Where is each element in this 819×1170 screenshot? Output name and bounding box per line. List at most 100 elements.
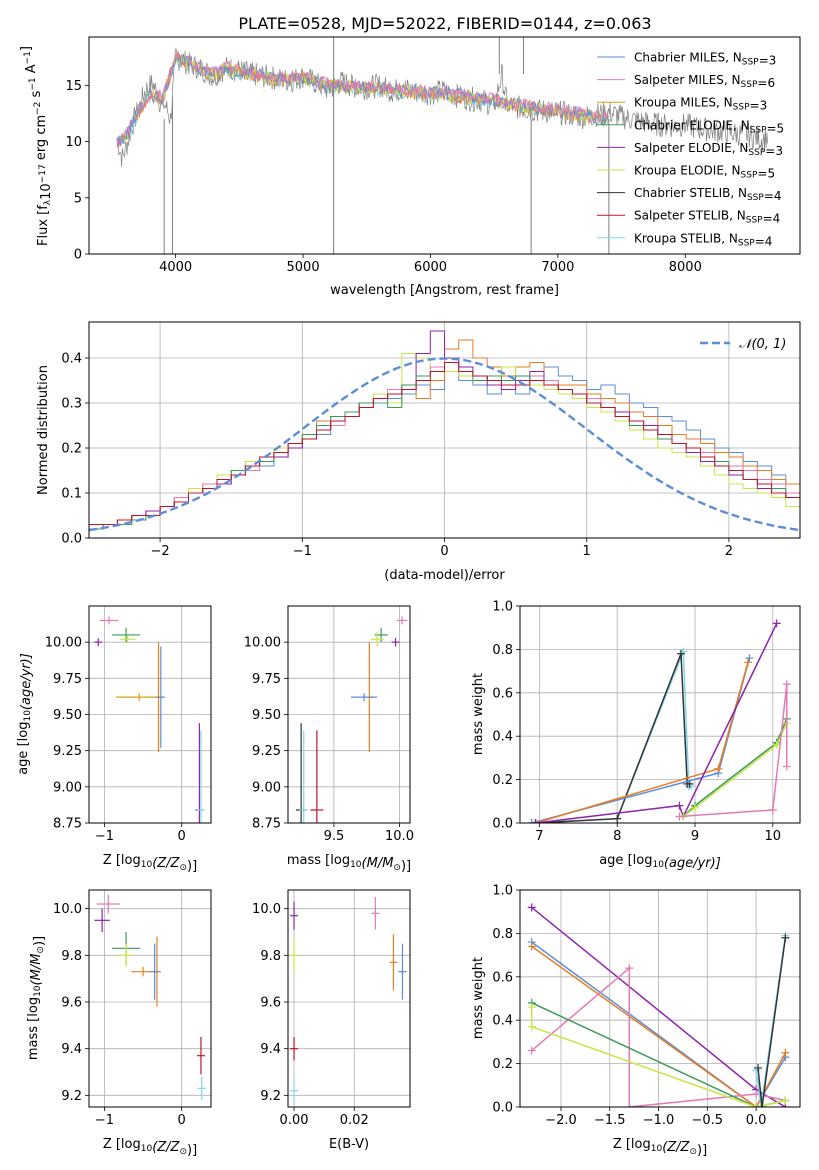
tick-label-y: 9.00 (252, 780, 281, 795)
tick-label-y: 8.75 (252, 817, 281, 832)
tick-label-y: 0 (74, 248, 82, 263)
label-part: Z [log (613, 1137, 651, 1152)
tick-label-x: −2.0 (545, 1113, 577, 1128)
age-vs-mass-panel: 9.5 10.0 8.75 9.00 9.25 9.50 9.75 10.00 mass [lo… (244, 605, 414, 874)
series-marker (527, 1022, 536, 1031)
legend-entry: Kroupa ELODIE, NSSP=5 (634, 164, 775, 181)
series-marker (768, 805, 777, 814)
histogram-step (89, 339, 800, 530)
axes-frame (88, 889, 212, 1108)
label-part: Salpeter ELODIE, N (634, 141, 748, 155)
label-part: )] (187, 859, 197, 874)
label-part: (M/M (362, 856, 394, 871)
tick-label-x: 7 (535, 829, 543, 844)
x-axis-label: (data-model)/error (384, 568, 505, 583)
x-axis-label: Z [log10(Z/Z⊙)] (103, 1137, 197, 1158)
label-part: SSP (741, 171, 758, 181)
tick-label-x: 4000 (159, 260, 192, 275)
label-part: 10 (39, 183, 54, 200)
tick-label-y: 9.6 (61, 996, 82, 1011)
series-line (757, 937, 787, 1107)
label-part: Salpeter MILES, N (634, 73, 741, 87)
plot-area (89, 330, 800, 532)
label-part: (M/M (29, 954, 44, 986)
label-part: s (29, 90, 44, 101)
label-part: (age/yr)] (19, 653, 34, 710)
legend-entry: Kroupa STELIB, NSSP=4 (634, 231, 772, 248)
label-part: =4 (764, 189, 782, 203)
tick-label-x: 8000 (669, 260, 702, 275)
axes-frame (519, 605, 801, 824)
label-part: =5 (757, 167, 775, 181)
weight-vs-z-panel: −2.0 −1.5 −1.0 −0.5 0.0 0.0 0.2 0.4 0.6 0.8 1.0 Z [… (471, 884, 801, 1158)
tick-label-y: 10.00 (45, 636, 82, 651)
label-part: (Z/Z (662, 1140, 690, 1155)
label-part: 10 (33, 985, 43, 997)
y-axis-label: Normed distribution (36, 365, 51, 495)
series-line (531, 945, 787, 1107)
label-part: Z [log (103, 1137, 141, 1152)
tick-label-y: 0.2 (61, 442, 82, 457)
label-part: age [log (599, 853, 652, 868)
label-part: =3 (759, 54, 777, 68)
label-part: 10 (141, 1144, 153, 1154)
series-marker (781, 1096, 790, 1105)
spectrum-model-line (116, 52, 609, 149)
figure-title: PLATE=0528, MJD=52022, FIBERID=0144, z=0… (238, 14, 651, 33)
legend-entry: Chabrier ELODIE, NSSP=5 (634, 118, 784, 135)
tick-label-x: 0 (440, 544, 448, 559)
legend-entry: Salpeter ELODIE, NSSP=3 (634, 141, 783, 158)
tick-label-y: 0.0 (61, 532, 82, 547)
label-part: )] (401, 859, 411, 874)
label-part: (Z/Z (152, 856, 180, 871)
tick-label-y: 0.0 (492, 817, 513, 832)
tick-label-x: −1 (293, 544, 312, 559)
label-part: )] (187, 1143, 197, 1158)
tick-label-y: 0.0 (492, 1101, 513, 1116)
tick-label-y: 0.6 (492, 970, 513, 985)
label-part: =5 (766, 121, 784, 135)
tick-label-y: 9.50 (53, 708, 82, 723)
label-part: ] (19, 46, 34, 51)
tick-label-y: 0.2 (492, 1057, 513, 1072)
histogram-step (89, 362, 800, 525)
tick-label-y: 9.8 (260, 949, 281, 964)
label-part: Kroupa MILES, N (634, 96, 733, 110)
tick-label-x: −1.5 (594, 1113, 626, 1128)
plot-area (116, 37, 768, 254)
label-part: Chabrier STELIB, N (634, 186, 747, 200)
tick-label-x: 8 (613, 829, 621, 844)
tick-label-y: 0.4 (61, 352, 82, 367)
tick-label-x: 9.5 (324, 829, 345, 844)
legend-entry: 𝒩(0, 1) (739, 337, 786, 352)
plot-area (527, 619, 791, 823)
label-part: SSP (733, 103, 750, 113)
label-part: SSP (738, 238, 755, 248)
plot-area (94, 894, 206, 1100)
tick-label-x: 9 (691, 829, 699, 844)
series-marker (743, 658, 752, 667)
tick-label-y: 0.2 (492, 773, 513, 788)
tick-label-x: 1 (583, 544, 591, 559)
label-part: SSP (748, 148, 765, 158)
label-part: Flux [f (36, 205, 51, 246)
tick-label-y: 1.0 (492, 884, 513, 899)
label-part: −2 (33, 102, 43, 115)
series-line (682, 718, 788, 818)
spectrum-model-line (116, 54, 609, 147)
series-line (531, 966, 786, 1107)
series-marker (527, 942, 536, 951)
legend-entry: Kroupa MILES, NSSP=3 (634, 96, 767, 113)
series-line (530, 1007, 786, 1107)
series-line (531, 941, 787, 1107)
series-marker (782, 680, 791, 689)
tick-label-x: 7000 (541, 260, 574, 275)
label-part: −17 (38, 164, 48, 183)
tick-label-x: 0 (178, 829, 186, 844)
x-axis-label: Z [log10(Z/Z⊙)] (103, 853, 197, 874)
tick-label-y: 9.8 (61, 949, 82, 964)
plot-area (290, 897, 407, 1103)
label-part: ⊙ (179, 1147, 187, 1157)
